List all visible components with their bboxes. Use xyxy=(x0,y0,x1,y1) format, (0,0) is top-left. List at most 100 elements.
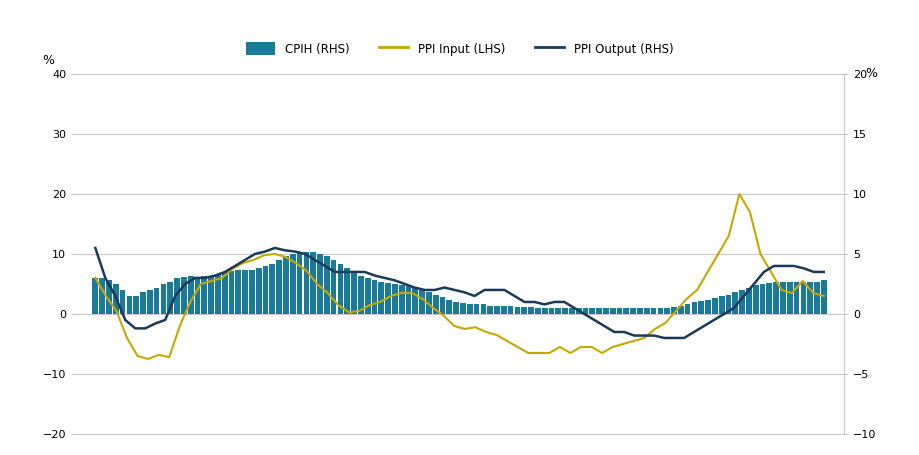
Bar xyxy=(617,308,622,314)
Bar xyxy=(698,301,704,314)
Bar xyxy=(277,260,282,314)
Bar xyxy=(161,284,166,314)
Bar xyxy=(657,308,664,314)
Bar xyxy=(439,297,446,314)
Bar xyxy=(692,302,698,314)
Bar xyxy=(753,285,758,314)
Bar xyxy=(140,293,146,314)
Bar xyxy=(787,282,792,314)
Bar xyxy=(426,293,432,314)
Bar xyxy=(269,263,275,314)
Bar xyxy=(549,308,554,314)
Bar xyxy=(317,254,323,314)
Bar xyxy=(392,284,398,314)
Bar xyxy=(195,277,200,314)
Bar xyxy=(187,276,194,314)
Bar xyxy=(345,268,350,314)
Bar xyxy=(651,308,656,314)
Y-axis label: %: % xyxy=(865,67,877,80)
Bar xyxy=(576,308,582,314)
Bar xyxy=(289,254,296,314)
Bar xyxy=(637,308,643,314)
Bar xyxy=(596,308,602,314)
Bar xyxy=(712,298,718,314)
Bar xyxy=(119,290,125,314)
Bar xyxy=(147,290,153,314)
Bar xyxy=(542,308,548,314)
Bar xyxy=(501,306,506,314)
Bar xyxy=(521,307,528,314)
Legend: CPIH (RHS), PPI Input (LHS), PPI Output (RHS): CPIH (RHS), PPI Input (LHS), PPI Output … xyxy=(240,36,679,61)
Bar xyxy=(215,274,221,314)
Bar xyxy=(814,282,820,314)
Bar xyxy=(249,269,255,314)
Bar xyxy=(726,295,732,314)
Bar xyxy=(419,290,425,314)
Bar xyxy=(351,272,357,314)
Bar xyxy=(481,304,486,314)
Bar xyxy=(473,304,480,314)
Bar xyxy=(283,256,289,314)
Bar xyxy=(358,276,364,314)
Bar xyxy=(229,271,234,314)
Bar xyxy=(794,282,800,314)
Bar xyxy=(460,303,466,314)
Bar xyxy=(447,299,452,314)
Bar xyxy=(705,299,711,314)
Bar xyxy=(297,252,302,314)
Bar xyxy=(133,296,139,314)
Bar xyxy=(766,283,772,314)
Bar xyxy=(610,308,616,314)
Bar xyxy=(303,252,310,314)
Bar xyxy=(515,307,520,314)
Bar xyxy=(589,308,596,314)
Bar xyxy=(664,308,670,314)
Bar xyxy=(583,308,588,314)
Bar xyxy=(93,278,98,314)
Bar xyxy=(746,288,752,314)
Bar xyxy=(739,290,745,314)
Bar xyxy=(106,280,112,314)
Bar xyxy=(365,278,370,314)
Bar xyxy=(569,308,574,314)
Bar xyxy=(487,306,494,314)
Bar xyxy=(494,306,500,314)
Bar xyxy=(644,308,650,314)
Bar xyxy=(453,302,459,314)
Bar xyxy=(732,293,738,314)
Bar xyxy=(719,296,724,314)
Bar xyxy=(255,268,262,314)
Bar xyxy=(780,282,786,314)
Bar xyxy=(243,269,248,314)
Bar xyxy=(528,307,534,314)
Bar xyxy=(467,304,472,314)
Bar xyxy=(235,269,241,314)
Bar xyxy=(678,306,684,314)
Bar xyxy=(630,308,636,314)
Bar xyxy=(331,260,336,314)
Bar xyxy=(685,304,690,314)
Bar xyxy=(562,308,568,314)
Bar xyxy=(405,286,412,314)
Bar xyxy=(175,278,180,314)
Bar xyxy=(127,296,132,314)
Bar xyxy=(773,282,779,314)
Bar xyxy=(371,280,378,314)
Bar xyxy=(209,276,214,314)
Bar xyxy=(167,282,173,314)
Bar xyxy=(821,280,827,314)
Bar xyxy=(413,288,418,314)
Bar xyxy=(760,284,766,314)
Y-axis label: %: % xyxy=(42,54,54,67)
Bar xyxy=(113,284,119,314)
Bar xyxy=(508,306,514,314)
Bar xyxy=(800,282,806,314)
Bar xyxy=(623,308,630,314)
Bar xyxy=(263,266,268,314)
Bar xyxy=(385,283,391,314)
Bar xyxy=(671,307,677,314)
Bar xyxy=(311,252,316,314)
Bar xyxy=(433,295,438,314)
Bar xyxy=(201,276,207,314)
Bar xyxy=(555,308,562,314)
